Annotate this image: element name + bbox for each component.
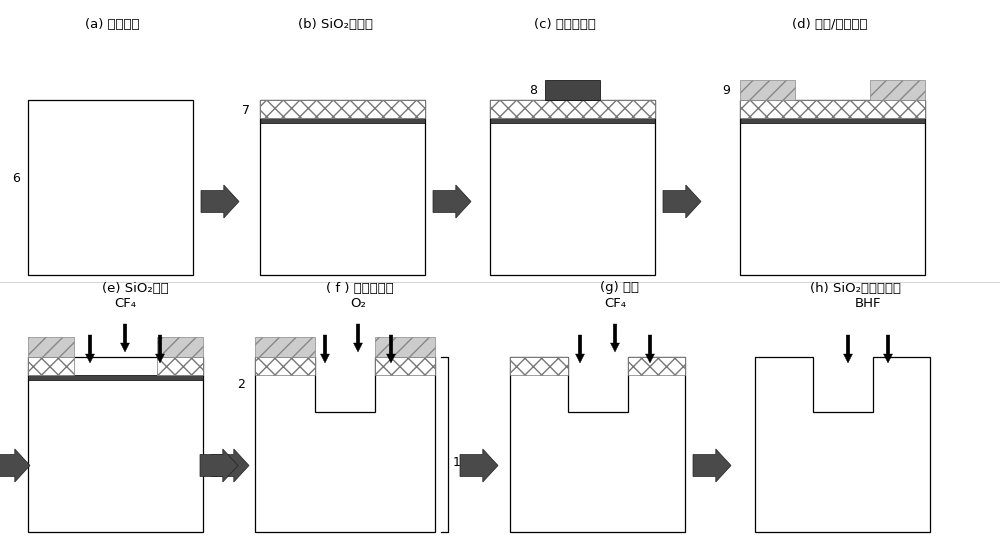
Text: 1: 1 [453, 455, 461, 469]
FancyArrow shape [0, 449, 30, 482]
Bar [28, 375, 203, 380]
Bar [157, 337, 203, 357]
Text: (a) 基底准备: (a) 基底准备 [85, 18, 139, 31]
FancyArrow shape [320, 335, 330, 363]
Bar [28, 100, 193, 275]
Text: (c) 可蚀剂图案: (c) 可蚀剂图案 [534, 18, 596, 31]
Text: (d) 成膜/除可蚀剂: (d) 成膜/除可蚀剂 [792, 18, 868, 31]
Bar [740, 100, 925, 118]
FancyArrow shape [386, 335, 396, 363]
FancyArrow shape [646, 335, 654, 363]
FancyArrow shape [200, 449, 238, 482]
FancyArrow shape [460, 449, 498, 482]
FancyArrow shape [433, 185, 471, 218]
Text: CF₄: CF₄ [604, 297, 626, 310]
FancyArrow shape [156, 335, 164, 363]
Text: 6: 6 [12, 172, 20, 185]
Bar [255, 337, 315, 357]
FancyArrow shape [120, 324, 130, 352]
FancyArrow shape [211, 449, 249, 482]
FancyArrow shape [884, 335, 893, 363]
FancyArrow shape [693, 449, 731, 482]
FancyArrow shape [663, 185, 701, 218]
Bar [740, 118, 925, 123]
Text: (e) SiO₂刻蚀: (e) SiO₂刻蚀 [102, 282, 168, 295]
Bar [375, 337, 435, 357]
Text: (h) SiO₂硬掩模除去: (h) SiO₂硬掩模除去 [810, 282, 901, 295]
Text: 7: 7 [242, 105, 250, 118]
Bar [28, 357, 74, 375]
Bar [628, 357, 685, 375]
Bar [490, 100, 655, 118]
Bar [260, 100, 425, 118]
Bar [740, 80, 795, 100]
Bar [375, 357, 435, 375]
Bar [28, 357, 203, 532]
Bar [490, 118, 655, 123]
Text: ( f ) 金尊石刻蚀: ( f ) 金尊石刻蚀 [326, 282, 394, 295]
Bar [545, 80, 600, 100]
Bar [157, 357, 203, 375]
FancyArrow shape [576, 335, 584, 363]
Text: (g) 清洗: (g) 清洗 [600, 282, 640, 295]
Bar [255, 357, 315, 375]
FancyArrow shape [201, 185, 239, 218]
FancyArrow shape [844, 335, 852, 363]
Bar [510, 357, 568, 375]
Text: 2: 2 [237, 378, 245, 391]
Bar [740, 100, 925, 275]
Bar [870, 80, 925, 100]
Polygon shape [510, 357, 685, 532]
Text: BHF: BHF [855, 297, 881, 310]
Text: O₂: O₂ [350, 297, 366, 310]
Text: 9: 9 [722, 83, 730, 96]
FancyArrow shape [354, 324, 362, 352]
FancyArrow shape [86, 335, 94, 363]
Text: (b) SiO₂膜形成: (b) SiO₂膜形成 [298, 18, 372, 31]
Bar [260, 118, 425, 123]
Text: CF₄: CF₄ [114, 297, 136, 310]
Text: 8: 8 [529, 83, 537, 96]
Bar [28, 337, 74, 357]
Bar [260, 100, 425, 275]
Polygon shape [755, 357, 930, 532]
FancyArrow shape [610, 324, 620, 352]
Polygon shape [255, 357, 435, 532]
Bar [490, 100, 655, 275]
